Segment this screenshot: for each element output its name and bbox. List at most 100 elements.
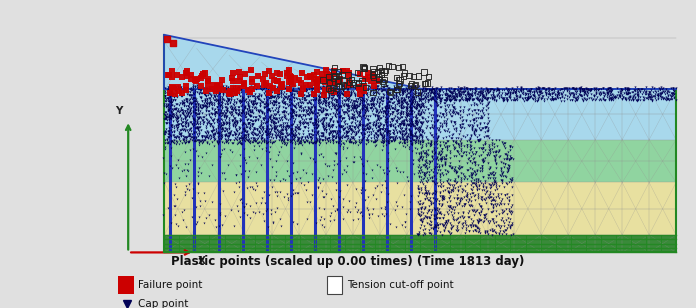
Point: [310, 93, 322, 98]
Point: [426, 207, 437, 212]
Point: [271, 134, 282, 139]
Point: [419, 151, 430, 156]
Point: [294, 91, 305, 96]
Point: [627, 93, 638, 98]
Point: [487, 197, 498, 202]
Point: [397, 106, 409, 111]
Point: [262, 132, 274, 137]
Point: [434, 171, 445, 176]
Point: [441, 169, 452, 174]
Point: [417, 134, 428, 139]
Point: [411, 134, 422, 139]
Point: [209, 136, 221, 141]
Point: [359, 110, 370, 115]
Point: [443, 190, 454, 195]
Point: [582, 89, 593, 94]
Point: [291, 191, 302, 196]
Point: [262, 136, 273, 141]
Point: [576, 86, 587, 91]
Point: [605, 86, 616, 91]
Point: [429, 86, 440, 91]
Point: [436, 201, 448, 206]
Point: [170, 213, 181, 218]
Point: [473, 97, 484, 102]
Point: [442, 220, 453, 225]
Point: [180, 114, 191, 119]
Point: [414, 170, 425, 175]
Point: [317, 116, 329, 120]
Point: [623, 87, 634, 92]
Point: [289, 99, 300, 103]
Point: [413, 94, 424, 99]
Point: [473, 218, 484, 223]
Point: [224, 148, 235, 152]
Point: [378, 96, 389, 101]
Point: [232, 133, 244, 138]
Point: [246, 83, 257, 88]
Point: [439, 229, 450, 234]
Point: [223, 125, 235, 130]
Point: [315, 106, 326, 111]
Point: [310, 121, 321, 126]
Point: [457, 209, 468, 214]
Point: [559, 98, 570, 103]
Point: [432, 171, 443, 176]
Point: [301, 100, 312, 105]
Point: [452, 216, 464, 221]
Point: [317, 90, 328, 95]
Point: [446, 90, 457, 95]
Point: [189, 135, 200, 140]
Point: [435, 216, 446, 221]
Point: [167, 140, 178, 144]
Point: [448, 139, 459, 144]
Point: [203, 111, 214, 116]
Point: [514, 90, 525, 95]
Point: [488, 95, 499, 99]
Point: [229, 99, 240, 104]
Point: [169, 135, 180, 140]
Point: [455, 92, 466, 97]
Point: [327, 137, 338, 142]
Point: [396, 119, 407, 124]
Point: [412, 232, 423, 237]
Point: [295, 101, 306, 106]
Point: [575, 85, 586, 90]
Point: [517, 91, 528, 96]
Point: [306, 137, 317, 142]
Point: [294, 113, 306, 118]
Point: [367, 207, 378, 212]
Point: [470, 88, 481, 93]
Point: [457, 226, 468, 231]
Point: [388, 84, 400, 89]
Point: [342, 69, 353, 74]
Point: [498, 144, 509, 148]
Point: [467, 209, 478, 214]
Point: [212, 117, 223, 122]
Point: [317, 222, 328, 227]
Point: [487, 205, 498, 209]
Point: [443, 190, 454, 195]
Point: [528, 92, 539, 97]
Point: [200, 113, 212, 118]
Point: [355, 155, 366, 160]
Point: [332, 94, 343, 99]
Point: [287, 219, 299, 224]
Point: [412, 121, 423, 126]
Point: [323, 74, 334, 79]
Point: [161, 87, 173, 92]
Point: [417, 108, 428, 113]
Point: [251, 155, 262, 160]
Point: [167, 122, 178, 127]
Point: [498, 141, 509, 146]
Point: [633, 87, 644, 91]
Point: [271, 116, 282, 121]
Point: [665, 86, 677, 91]
Point: [240, 100, 251, 105]
Point: [232, 209, 244, 214]
Point: [405, 132, 416, 136]
Point: [470, 169, 481, 174]
Point: [459, 202, 470, 207]
Point: [291, 114, 302, 119]
Point: [381, 105, 393, 110]
Point: [177, 133, 189, 138]
